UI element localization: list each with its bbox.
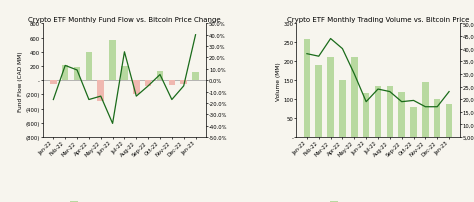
Bar	[339, 81, 346, 137]
Bar	[351, 58, 357, 137]
Bar	[98, 81, 104, 101]
Title: Crypto ETF Monthly Fund Flow vs. Bitcoin Price Change: Crypto ETF Monthly Fund Flow vs. Bitcoin…	[28, 17, 221, 22]
Y-axis label: Fund Flow (CAD MM): Fund Flow (CAD MM)	[18, 51, 23, 111]
Legend: Trading Volume, Bitcoin Price: Trading Volume, Bitcoin Price	[328, 199, 428, 202]
Legend: Fund Flow, Bitcoin Price % Change: Fund Flow, Bitcoin Price % Change	[68, 199, 182, 202]
Bar	[74, 68, 80, 81]
Bar	[399, 92, 405, 137]
Bar	[181, 81, 187, 85]
Bar	[121, 67, 128, 81]
Title: Crypto ETF Monthly Trading Volume vs. Bitcoin Price: Crypto ETF Monthly Trading Volume vs. Bi…	[287, 17, 469, 22]
Bar	[375, 86, 381, 137]
Bar	[145, 81, 151, 86]
Bar	[133, 81, 139, 95]
Bar	[62, 66, 68, 81]
Bar	[109, 40, 116, 81]
Bar	[50, 81, 56, 84]
Bar	[86, 53, 92, 81]
Bar	[446, 104, 452, 137]
Bar	[410, 107, 417, 137]
Bar	[304, 39, 310, 137]
Bar	[422, 83, 428, 137]
Bar	[192, 72, 199, 81]
Bar	[387, 86, 393, 137]
Y-axis label: Volume (MM): Volume (MM)	[275, 62, 281, 100]
Bar	[169, 81, 175, 86]
Bar	[157, 72, 163, 81]
Bar	[363, 94, 369, 137]
Bar	[328, 58, 334, 137]
Bar	[316, 66, 322, 137]
Bar	[434, 100, 440, 137]
